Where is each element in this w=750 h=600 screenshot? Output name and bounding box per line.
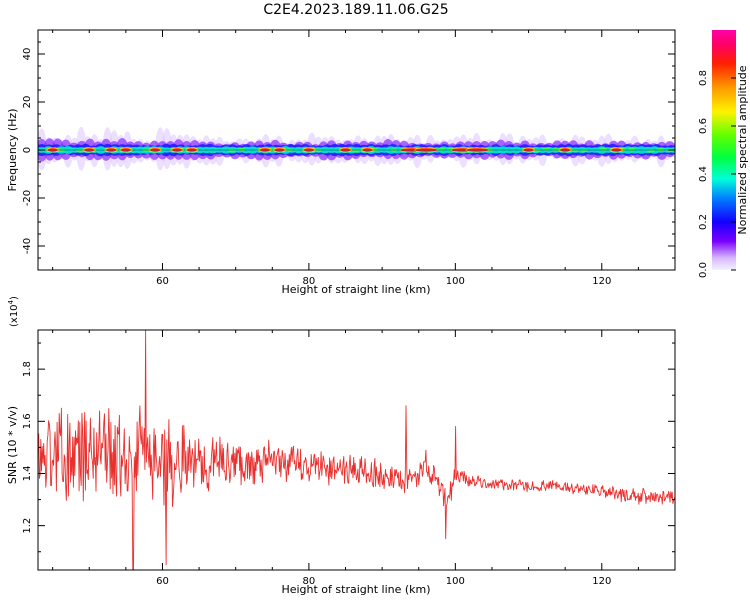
y-tick-label: 1.6 [22, 413, 33, 429]
x-tick-label: 80 [303, 276, 316, 287]
spectrogram-ylabel: Frequency (Hz) [6, 109, 19, 192]
colorbar-ticks: 0.0 0.2 0.4 0.6 0.8 [698, 70, 736, 278]
spectrogram-panel: 60 80 100 120 40 20 0 -20 -40 Height of straight… [6, 29, 676, 296]
colorbar-gradient [712, 30, 736, 270]
x-tick-label: 120 [592, 276, 611, 287]
spectrogram-heatmap [38, 126, 675, 171]
snr-xlabel: Height of straight line (km) [281, 583, 430, 596]
x-tick-label: 80 [303, 576, 316, 587]
spectral-core-cell [665, 148, 674, 153]
spectral-core-cell [599, 147, 608, 151]
x-tick-label: 60 [156, 576, 169, 587]
spectrogram-axes: 60 80 100 120 40 20 0 -20 -40 [22, 29, 676, 287]
spectral-core-cell [656, 147, 665, 152]
spectral-core-cell [580, 148, 589, 153]
y-tick-label: -40 [22, 238, 33, 254]
colorbar-tick-label: 0.2 [698, 214, 709, 230]
colorbar-label: Normalized spectral amplitude [736, 65, 749, 234]
figure-title: C2E4.2023.189.11.06.G25 [263, 2, 448, 18]
x-tick-label: 60 [156, 276, 169, 287]
x-tick-label: 120 [592, 576, 611, 587]
y-tick-label: 0 [22, 147, 33, 153]
x-tick-label: 100 [446, 276, 465, 287]
spectral-core-cell [627, 147, 636, 151]
colorbar-tick-label: 0.8 [698, 70, 709, 86]
colorbar-tick-label: 0.0 [698, 262, 709, 278]
snr-frame [37, 329, 676, 571]
colorbar-tick-label: 0.6 [698, 118, 709, 134]
y-tick-label: -20 [22, 190, 33, 206]
spectral-core-cell [237, 147, 246, 152]
y-tick-label: 1.8 [22, 361, 33, 377]
y-tick-label: 1.4 [22, 466, 33, 482]
x-tick-label: 100 [446, 576, 465, 587]
snr-multiplier: (x104) [7, 296, 20, 327]
colorbar: 0.0 0.2 0.4 0.6 0.8 Normalized spectral ampl… [698, 30, 749, 278]
colorbar-tick-label: 0.4 [698, 166, 709, 182]
snr-axes: 60 80 100 120 1.2 1.4 1.6 1.8 [22, 330, 676, 587]
spectral-core-cell [228, 148, 237, 153]
y-tick-label: 20 [22, 96, 33, 109]
y-tick-label: 40 [22, 48, 33, 61]
spectrogram-xlabel: Height of straight line (km) [281, 283, 430, 296]
y-tick-label: 1.2 [22, 518, 33, 534]
snr-panel: 60 80 100 120 1.2 1.4 1.6 1.8 Height of straigh… [6, 296, 676, 596]
snr-ylabel: SNR (10 * v/v) [6, 406, 19, 484]
snr-series-line [38, 330, 675, 570]
